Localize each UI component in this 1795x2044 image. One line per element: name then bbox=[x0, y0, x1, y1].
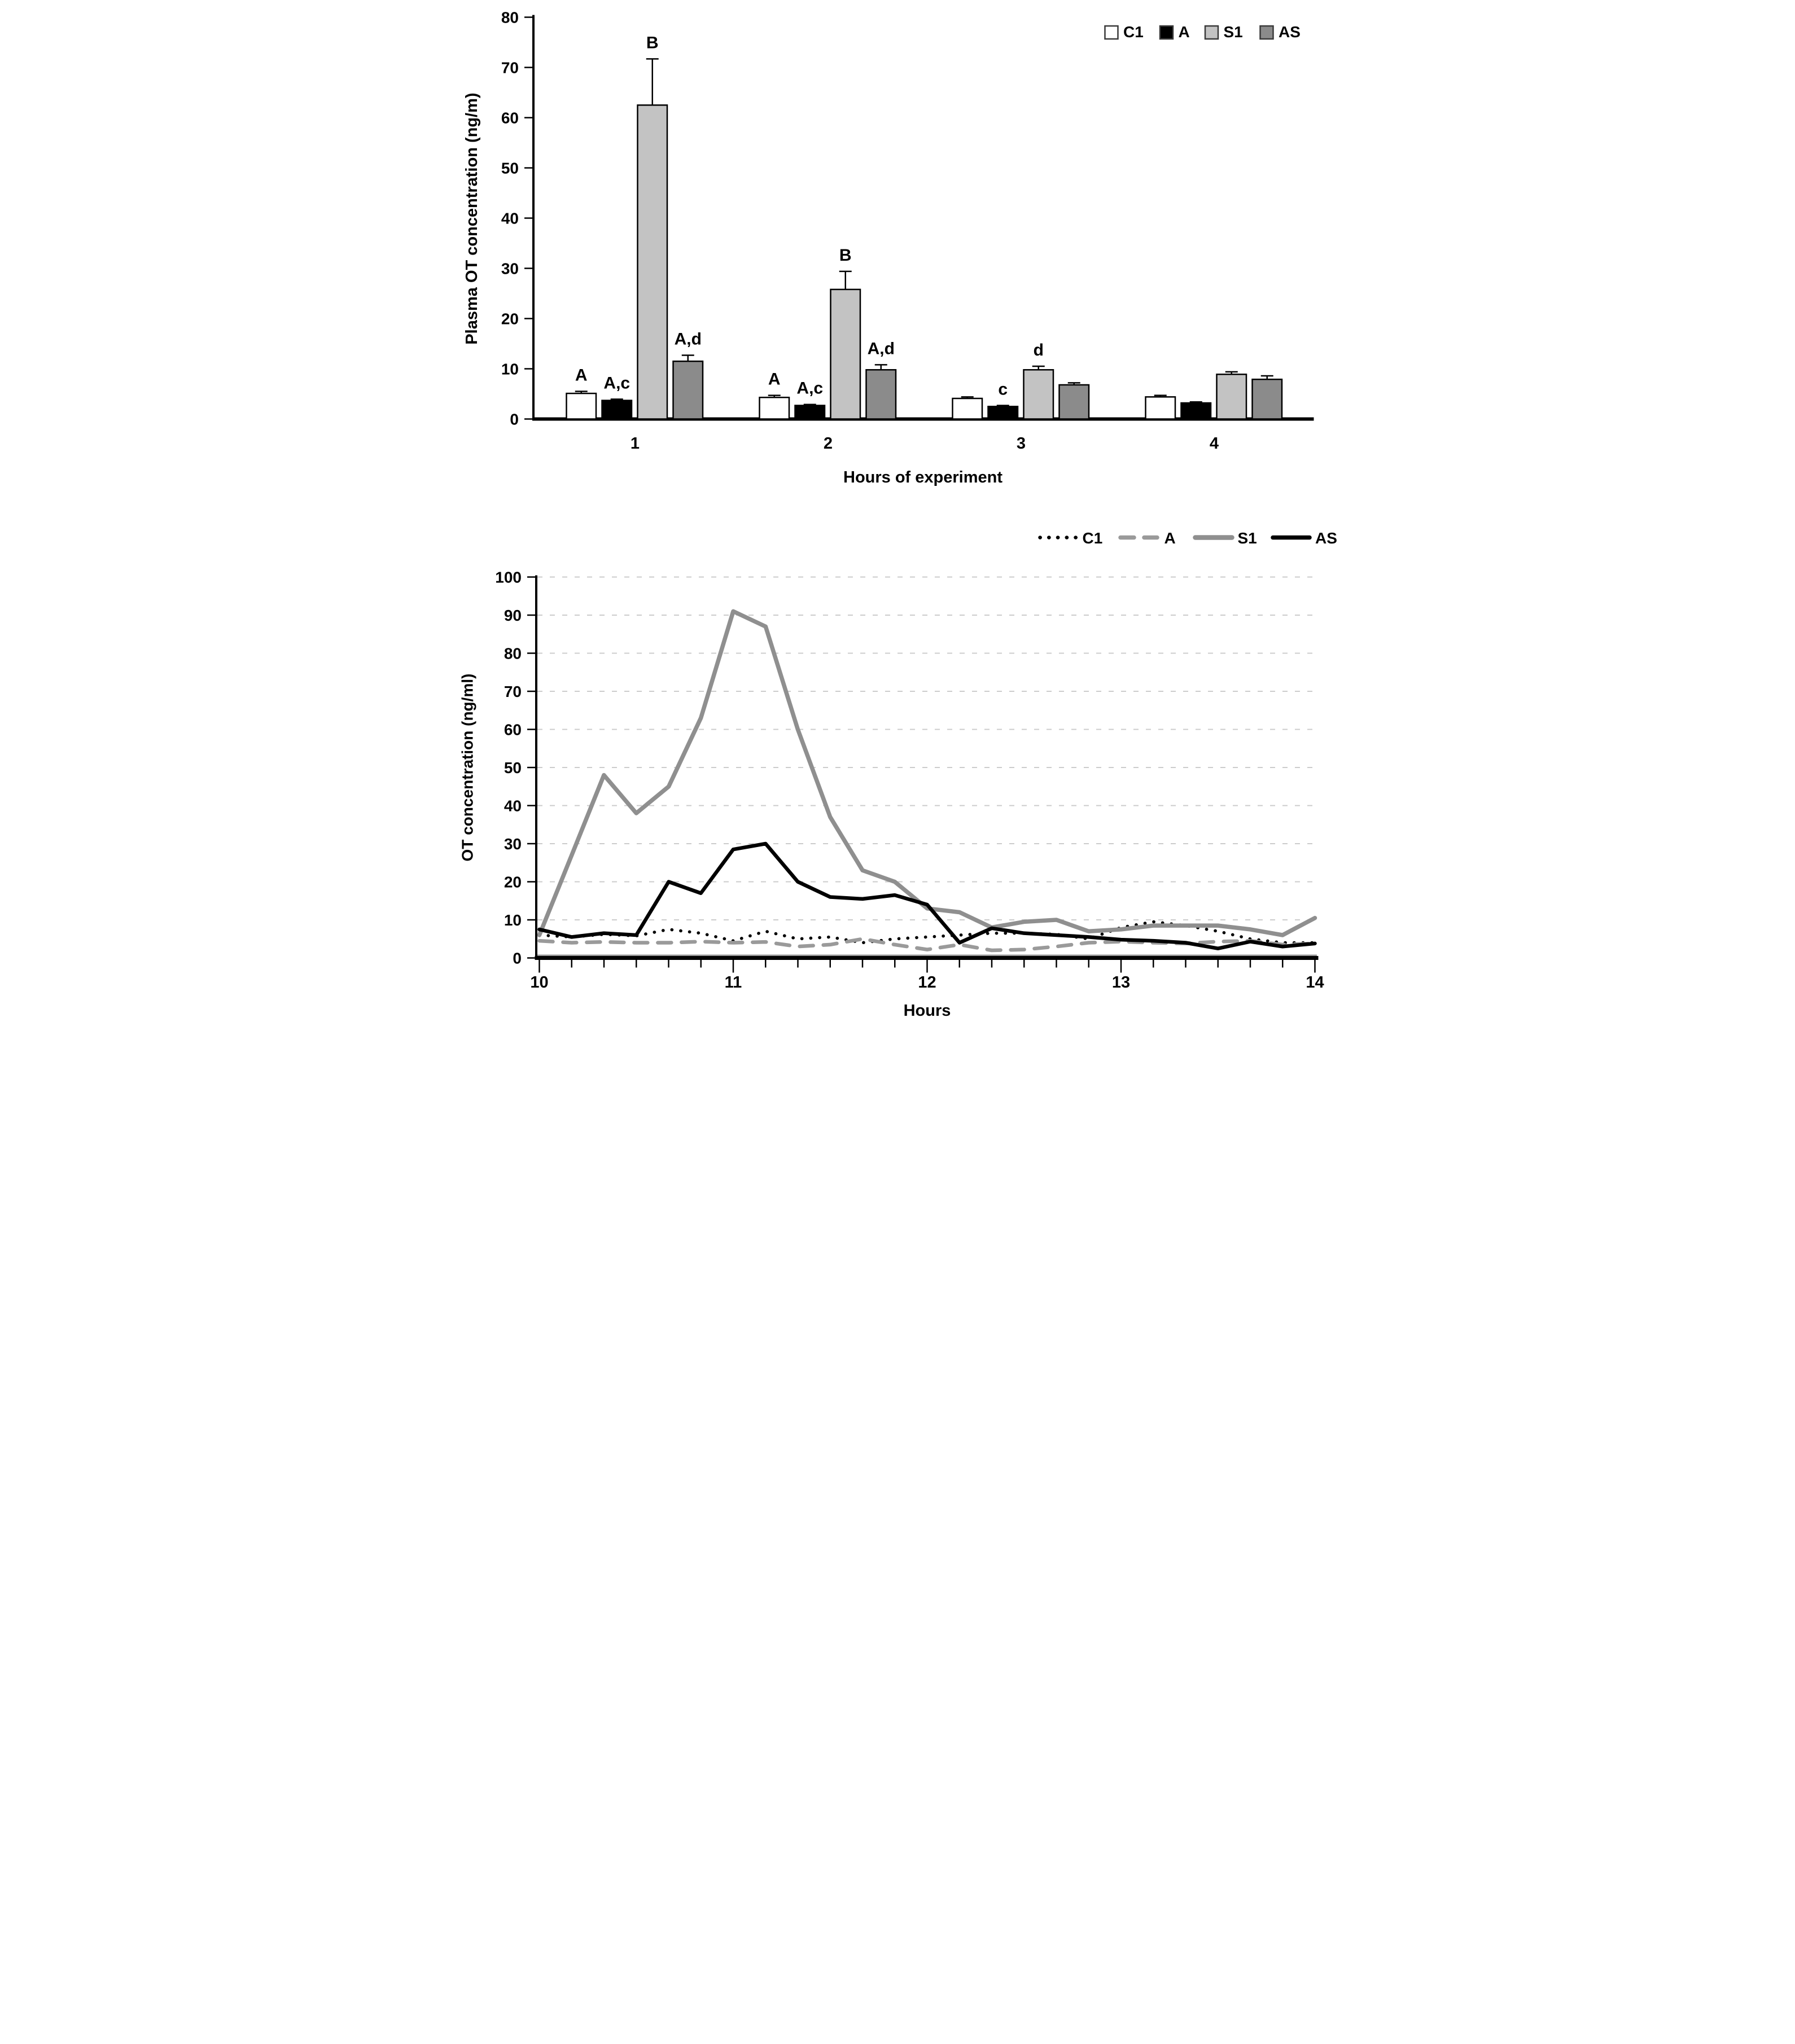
y-axis-tick-label: 90 bbox=[504, 607, 522, 624]
y-axis-tick-label: 70 bbox=[501, 59, 519, 77]
legend-swatch-A bbox=[1159, 25, 1174, 40]
x-axis-tick-label: 11 bbox=[725, 973, 742, 992]
bar-AS-hour-1 bbox=[672, 360, 704, 420]
x-category-label: 4 bbox=[1210, 435, 1219, 453]
bar-C1-hour-2 bbox=[759, 396, 790, 420]
bar-C1-hour-3 bbox=[952, 397, 983, 420]
significance-label-C1-hour-1: A bbox=[575, 366, 588, 385]
y-axis-tick-label: 0 bbox=[513, 950, 522, 967]
significance-label-S1-hour-3: d bbox=[1034, 341, 1044, 359]
bar-A-hour-1 bbox=[601, 400, 633, 420]
y-axis-tick-label: 20 bbox=[504, 874, 522, 891]
y-axis-tick-label: 50 bbox=[504, 759, 522, 777]
y-axis-title: OT concentration (ng/ml) bbox=[459, 674, 476, 862]
x-axis-tick-label: 14 bbox=[1306, 973, 1324, 992]
y-axis-tick-label: 100 bbox=[495, 569, 522, 586]
legend-label-A: A bbox=[1179, 23, 1190, 41]
x-axis-tick-label: 10 bbox=[530, 973, 548, 992]
x-category-label: 1 bbox=[631, 435, 640, 453]
y-axis-tick-label: 30 bbox=[501, 260, 519, 278]
bar-S1-hour-2 bbox=[830, 288, 861, 420]
y-axis-tick-label: 80 bbox=[504, 645, 522, 663]
y-axis-tick-label: 10 bbox=[501, 361, 519, 378]
legend-label-AS: AS bbox=[1279, 23, 1301, 41]
significance-label-C1-hour-2: A bbox=[768, 370, 781, 389]
bar-A-hour-2 bbox=[794, 405, 826, 420]
x-category-label: 3 bbox=[1017, 435, 1026, 453]
bar-C1-hour-4 bbox=[1145, 396, 1176, 420]
line-series-S1 bbox=[537, 609, 1317, 937]
bar-C1-hour-1 bbox=[566, 392, 597, 420]
significance-label-S1-hour-1: B bbox=[646, 33, 659, 52]
legend-swatch-C1 bbox=[1104, 25, 1119, 40]
line-series-C1 bbox=[537, 920, 1317, 945]
x-axis-tick-label: 13 bbox=[1112, 973, 1130, 992]
bar-A-hour-4 bbox=[1180, 402, 1212, 420]
y-axis-tick-label: 70 bbox=[504, 683, 522, 700]
y-axis-tick-label: 40 bbox=[501, 210, 519, 227]
bar-AS-hour-3 bbox=[1058, 384, 1090, 420]
x-axis-tick-label: 12 bbox=[918, 973, 936, 992]
significance-label-AS-hour-2: A,d bbox=[868, 339, 895, 358]
y-axis-tick-label: 60 bbox=[504, 721, 522, 739]
y-axis-tick-label: 10 bbox=[504, 911, 522, 929]
legend-label-S1: S1 bbox=[1238, 529, 1257, 547]
y-axis-tick-label: 60 bbox=[501, 109, 519, 127]
bar-A-hour-3 bbox=[987, 406, 1019, 420]
legend-label-S1: S1 bbox=[1224, 23, 1243, 41]
y-axis-tick-label: 40 bbox=[504, 797, 522, 815]
y-axis-tick-label: 30 bbox=[504, 835, 522, 853]
x-axis-title: Hours of experiment bbox=[843, 468, 1002, 486]
significance-label-A-hour-3: c bbox=[998, 380, 1008, 398]
ot-concentration-line-chart: 0 10 20 30 40 50 60 70 80 90 100 10 11 12 13 14 Hours OT … bbox=[459, 529, 1337, 1020]
plasma-ot-bar-chart: 0 10 20 30 40 50 60 70 80 A A A,c A,c c B Bd A,d A,d 1 2 3 4 H… bbox=[463, 9, 1314, 486]
line-series-AS bbox=[537, 841, 1317, 950]
significance-label-S1-hour-2: B bbox=[839, 246, 852, 265]
y-axis-tick-label: 20 bbox=[501, 310, 519, 328]
bar-S1-hour-1 bbox=[637, 104, 668, 420]
significance-label-A-hour-1: A,c bbox=[603, 374, 630, 392]
legend-label-C1: C1 bbox=[1083, 529, 1103, 547]
legend-label-AS: AS bbox=[1315, 529, 1337, 547]
significance-label-A-hour-2: A,c bbox=[796, 379, 823, 398]
legend-label-A: A bbox=[1164, 529, 1176, 547]
bar-AS-hour-2 bbox=[865, 369, 897, 420]
x-axis-title: Hours bbox=[904, 1002, 951, 1020]
y-axis-tick-label: 0 bbox=[510, 411, 519, 428]
legend-swatch-S1 bbox=[1204, 25, 1219, 40]
x-category-label: 2 bbox=[824, 435, 833, 453]
legend-swatch-AS bbox=[1259, 25, 1274, 40]
bar-AS-hour-4 bbox=[1251, 378, 1283, 420]
legend-label-C1: C1 bbox=[1123, 23, 1144, 41]
y-axis-title: Plasma OT concentration (ng/m) bbox=[463, 93, 481, 344]
significance-label-AS-hour-1: A,d bbox=[675, 330, 702, 348]
y-axis-tick-label: 50 bbox=[501, 160, 519, 177]
bar-S1-hour-3 bbox=[1023, 369, 1054, 420]
bar-S1-hour-4 bbox=[1216, 374, 1247, 420]
y-axis-tick-label: 80 bbox=[501, 9, 519, 27]
